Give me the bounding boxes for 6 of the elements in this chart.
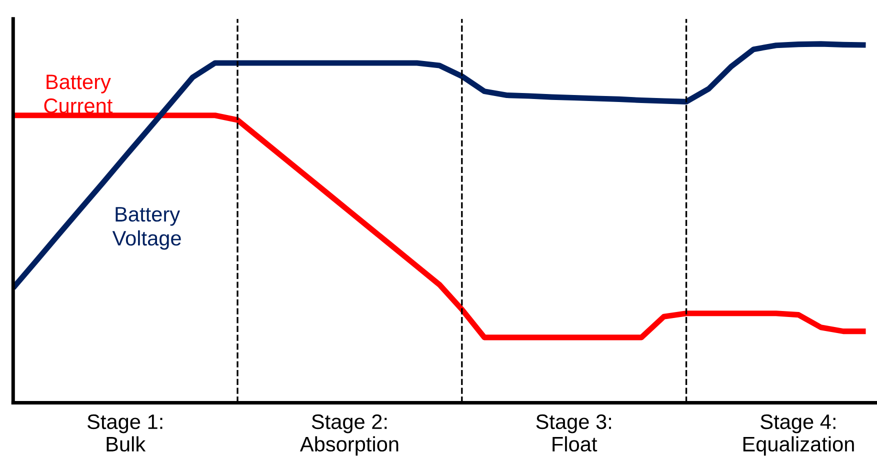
x-tick-label: Stage 1: Bulk (87, 414, 162, 452)
x-tick-label: Stage 2: Absorption (300, 414, 398, 456)
x-tick-label: Stage 3: Float (536, 414, 611, 452)
series-label: Battery Voltage (112, 207, 181, 250)
x-tick-label: Stage 4: Equalization (743, 414, 854, 456)
series-label: Battery Current (44, 74, 113, 114)
